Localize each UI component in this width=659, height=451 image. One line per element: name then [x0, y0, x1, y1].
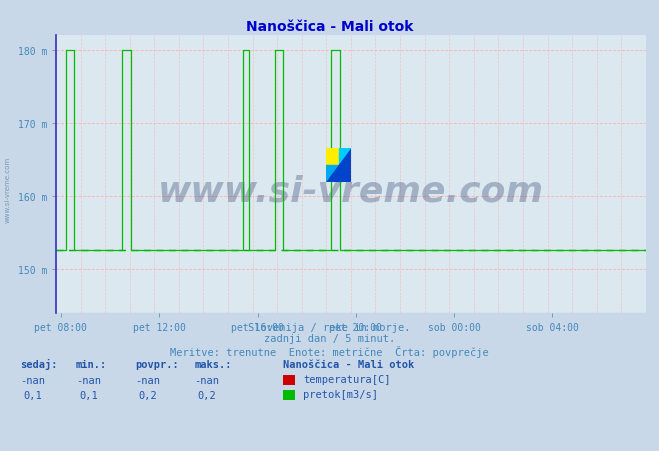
Text: temperatura[C]: temperatura[C]	[303, 374, 391, 384]
Text: Meritve: trenutne  Enote: metrične  Črta: povprečje: Meritve: trenutne Enote: metrične Črta: …	[170, 345, 489, 357]
Text: sedaj:: sedaj:	[20, 359, 57, 369]
Text: 0,2: 0,2	[198, 390, 216, 400]
Text: www.si-vreme.com: www.si-vreme.com	[158, 175, 544, 208]
Bar	[339, 149, 351, 166]
Bar	[326, 149, 339, 166]
Text: 0,2: 0,2	[138, 390, 157, 400]
Text: povpr.:: povpr.:	[135, 359, 179, 369]
Text: 0,1: 0,1	[79, 390, 98, 400]
Text: -nan: -nan	[194, 375, 219, 385]
Text: 0,1: 0,1	[23, 390, 42, 400]
Bar	[339, 166, 351, 183]
Text: www.si-vreme.com: www.si-vreme.com	[5, 156, 11, 222]
Text: -nan: -nan	[135, 375, 160, 385]
Text: -nan: -nan	[76, 375, 101, 385]
Text: Nanoščica - Mali otok: Nanoščica - Mali otok	[283, 359, 415, 369]
Text: pretok[m3/s]: pretok[m3/s]	[303, 389, 378, 399]
Text: Nanoščica - Mali otok: Nanoščica - Mali otok	[246, 20, 413, 34]
Text: maks.:: maks.:	[194, 359, 232, 369]
Text: zadnji dan / 5 minut.: zadnji dan / 5 minut.	[264, 334, 395, 344]
Text: min.:: min.:	[76, 359, 107, 369]
Text: -nan: -nan	[20, 375, 45, 385]
Bar	[326, 166, 339, 183]
PathPatch shape	[326, 149, 351, 183]
Text: Slovenija / reke in morje.: Slovenija / reke in morje.	[248, 322, 411, 332]
